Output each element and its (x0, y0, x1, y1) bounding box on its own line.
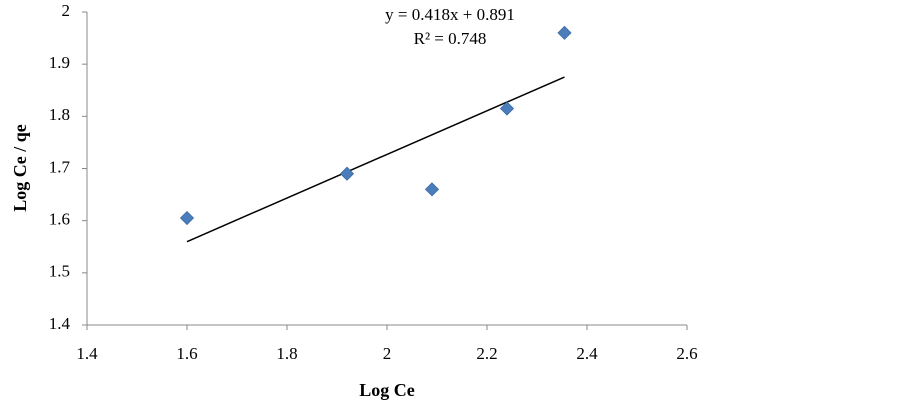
y-tick-label: 1.5 (49, 262, 70, 281)
y-tick-label: 1.7 (49, 157, 71, 176)
x-tick-label: 2.6 (676, 344, 697, 363)
x-axis-title: Log Ce (359, 380, 415, 400)
x-tick-label: 2.4 (576, 344, 598, 363)
y-tick-label: 1.8 (49, 105, 70, 124)
trendline-equation: y = 0.418x + 0.891 (385, 5, 515, 24)
trendline (186, 76, 565, 243)
y-axis-title: Log Ce / qe (10, 124, 30, 212)
x-tick-label: 1.6 (176, 344, 197, 363)
x-tick-label: 1.8 (276, 344, 297, 363)
point (424, 182, 440, 197)
x-tick-label: 2 (383, 344, 392, 363)
y-tick-label: 1.6 (49, 210, 70, 229)
x-tick-label: 1.4 (76, 344, 98, 363)
x-tick-label: 2.2 (476, 344, 497, 363)
trendline-r2: R² = 0.748 (414, 29, 487, 48)
y-tick-label: 1.9 (49, 53, 70, 72)
point (557, 25, 572, 40)
point (179, 210, 195, 226)
point (499, 101, 515, 116)
y-tick-label: 2 (62, 1, 71, 20)
y-tick-label: 1.4 (49, 314, 71, 333)
point (339, 166, 355, 181)
